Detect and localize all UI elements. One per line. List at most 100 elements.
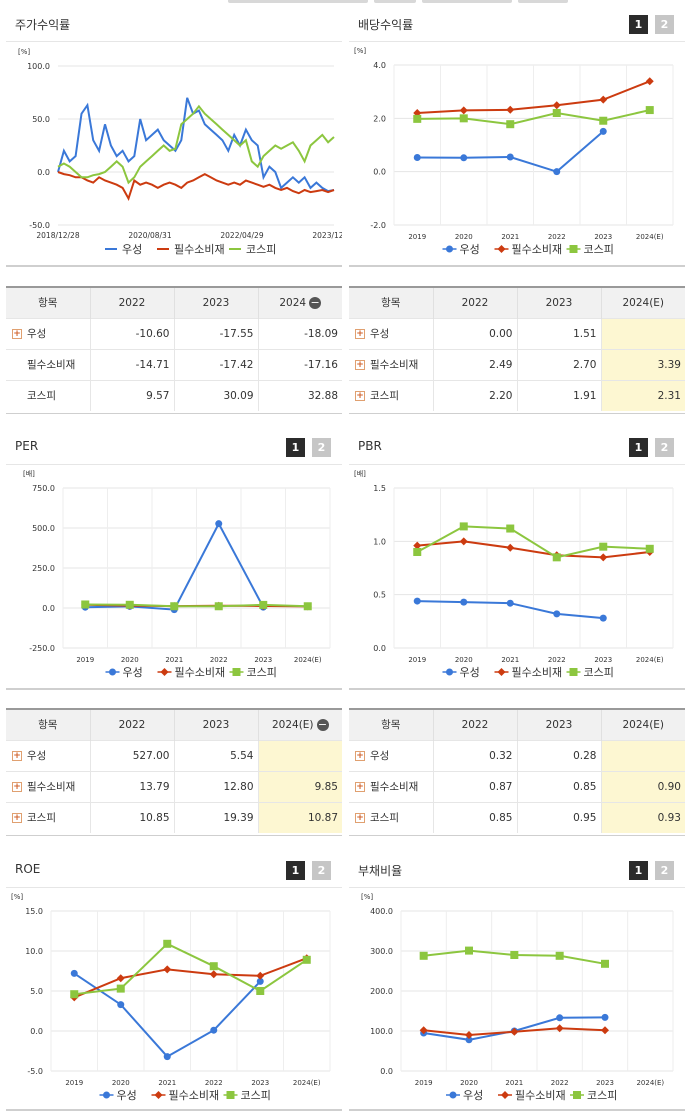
table-row: + 우성 -10.60 -17.55 -18.09 — [6, 317, 342, 349]
cell: 0.85 — [433, 801, 518, 833]
legend-label: 우성 — [460, 666, 480, 679]
y-tick-label: 100.0 — [370, 1027, 393, 1036]
page-1-button[interactable]: 1 — [629, 438, 648, 457]
legend-marker — [497, 245, 506, 253]
y-unit-label: [%] — [11, 893, 23, 901]
data-point — [555, 1024, 564, 1033]
col-header-2022: 2022 — [433, 710, 518, 740]
y-tick-label: 100.0 — [27, 62, 50, 71]
data-point — [555, 951, 564, 960]
cell: 0.00 — [433, 317, 518, 349]
page-1-button[interactable]: 1 — [629, 861, 648, 880]
cell: 1.91 — [517, 379, 602, 411]
expand-icon[interactable]: + — [355, 782, 365, 792]
cell: 0.87 — [433, 770, 518, 802]
data-point — [556, 1014, 564, 1022]
legend-marker — [226, 1091, 235, 1099]
page-2-button[interactable]: 2 — [655, 861, 674, 880]
dividend-yield-chart: 4.0 2.0 0.0 -2.0 [%] 2019 2020 2021 2022 2023 2024… — [354, 47, 674, 256]
row-label: 우성 — [27, 750, 47, 762]
panel-title: PER — [15, 439, 39, 453]
page-2-button[interactable]: 2 — [312, 861, 331, 880]
data-point — [645, 544, 654, 553]
table-row: + 우성 527.00 5.54 — [6, 739, 342, 771]
data-point — [601, 959, 609, 968]
data-point — [645, 106, 654, 115]
x-tick-label: 2023 — [596, 1079, 614, 1087]
x-tick-label: 2022 — [210, 656, 228, 664]
col-header-2023: 2023 — [517, 710, 602, 740]
x-tick-label: 2024(E) — [636, 233, 664, 241]
legend-label: 필수소비재 — [169, 1089, 220, 1102]
data-point — [419, 1026, 428, 1035]
expand-icon[interactable]: + — [12, 813, 22, 824]
series-line — [73, 957, 308, 999]
data-point — [459, 114, 468, 123]
series-line — [74, 942, 308, 996]
data-point — [413, 597, 421, 605]
stock-return-panel: 주가수익률 100.0 50.0 0.0 -50.0 [%] 2018/12/28 2020… — [6, 6, 342, 267]
y-tick-label: 0.0 — [373, 644, 386, 653]
data-point — [215, 520, 223, 528]
page-1-button[interactable]: 1 — [286, 861, 305, 880]
page-1-button[interactable]: 1 — [286, 438, 305, 457]
x-tick-label: 2023/12/28 — [312, 231, 342, 240]
col-header-item: 항목 — [6, 710, 91, 740]
data-point — [510, 1027, 519, 1036]
data-point — [302, 955, 311, 964]
table-row: + 우성 0.32 0.28 — [349, 739, 685, 771]
x-tick-label: 2022 — [548, 656, 566, 664]
y-tick-label: 0.0 — [373, 168, 386, 177]
y-unit-label: [%] — [354, 47, 366, 55]
y-unit-label: [배] — [354, 469, 366, 478]
y-tick-label: -250.0 — [29, 644, 55, 653]
per-chart: 750.0 500.0 250.0 0.0 -250.0 [배] 2019 2020 2021 2… — [23, 469, 331, 679]
cell: 10.85 — [90, 801, 175, 833]
x-tick-label: 2020 — [460, 1079, 478, 1087]
expand-icon[interactable]: + — [355, 813, 365, 824]
legend-marker — [569, 668, 578, 676]
cell: 10.87 — [258, 801, 342, 833]
legend-marker — [232, 668, 241, 676]
expand-icon[interactable]: + — [12, 782, 22, 792]
page-1-button[interactable]: 1 — [629, 15, 648, 34]
data-point — [465, 1031, 473, 1039]
x-tick-label: 2019 — [415, 1079, 433, 1087]
collapse-button[interactable]: − — [316, 717, 329, 731]
cell: -10.60 — [90, 317, 175, 349]
cell: 0.90 — [601, 770, 685, 802]
y-tick-label: 750.0 — [32, 484, 55, 493]
expand-icon[interactable]: + — [355, 329, 365, 339]
legend-marker — [497, 668, 506, 676]
expand-icon[interactable]: + — [355, 391, 365, 402]
expand-icon[interactable]: + — [355, 360, 365, 370]
data-point — [214, 602, 223, 611]
expand-icon[interactable]: + — [12, 751, 22, 761]
x-tick-label: 2022 — [548, 233, 566, 241]
table-row: + 코스피 0.85 0.95 0.93 — [349, 801, 685, 833]
cell: 1.51 — [517, 317, 602, 349]
x-tick-label: 2023 — [594, 656, 612, 664]
expand-icon[interactable]: + — [12, 329, 22, 339]
collapse-button[interactable]: − — [309, 295, 322, 309]
cell: 0.95 — [517, 801, 602, 833]
data-point — [459, 522, 468, 531]
expand-icon[interactable]: + — [355, 751, 365, 761]
legend-label: 필수소비재 — [175, 666, 226, 679]
page-2-button[interactable]: 2 — [655, 15, 674, 34]
legend-label: 우성 — [123, 666, 143, 679]
cell: -17.16 — [258, 348, 342, 380]
page-2-button[interactable]: 2 — [312, 438, 331, 457]
legend-label: 우성 — [460, 243, 480, 256]
col-header-2024e: 2024(E) — [601, 710, 685, 740]
col-header-2024e: 2024(E) — [601, 288, 685, 318]
cell: 0.32 — [433, 739, 518, 771]
data-point — [163, 1053, 171, 1061]
row-label: 우성 — [370, 328, 390, 340]
series-line — [417, 130, 604, 173]
col-header-2022: 2022 — [433, 288, 518, 318]
data-point — [256, 971, 265, 980]
data-point — [70, 969, 78, 977]
cell: 9.85 — [258, 770, 342, 802]
page-2-button[interactable]: 2 — [655, 438, 674, 457]
